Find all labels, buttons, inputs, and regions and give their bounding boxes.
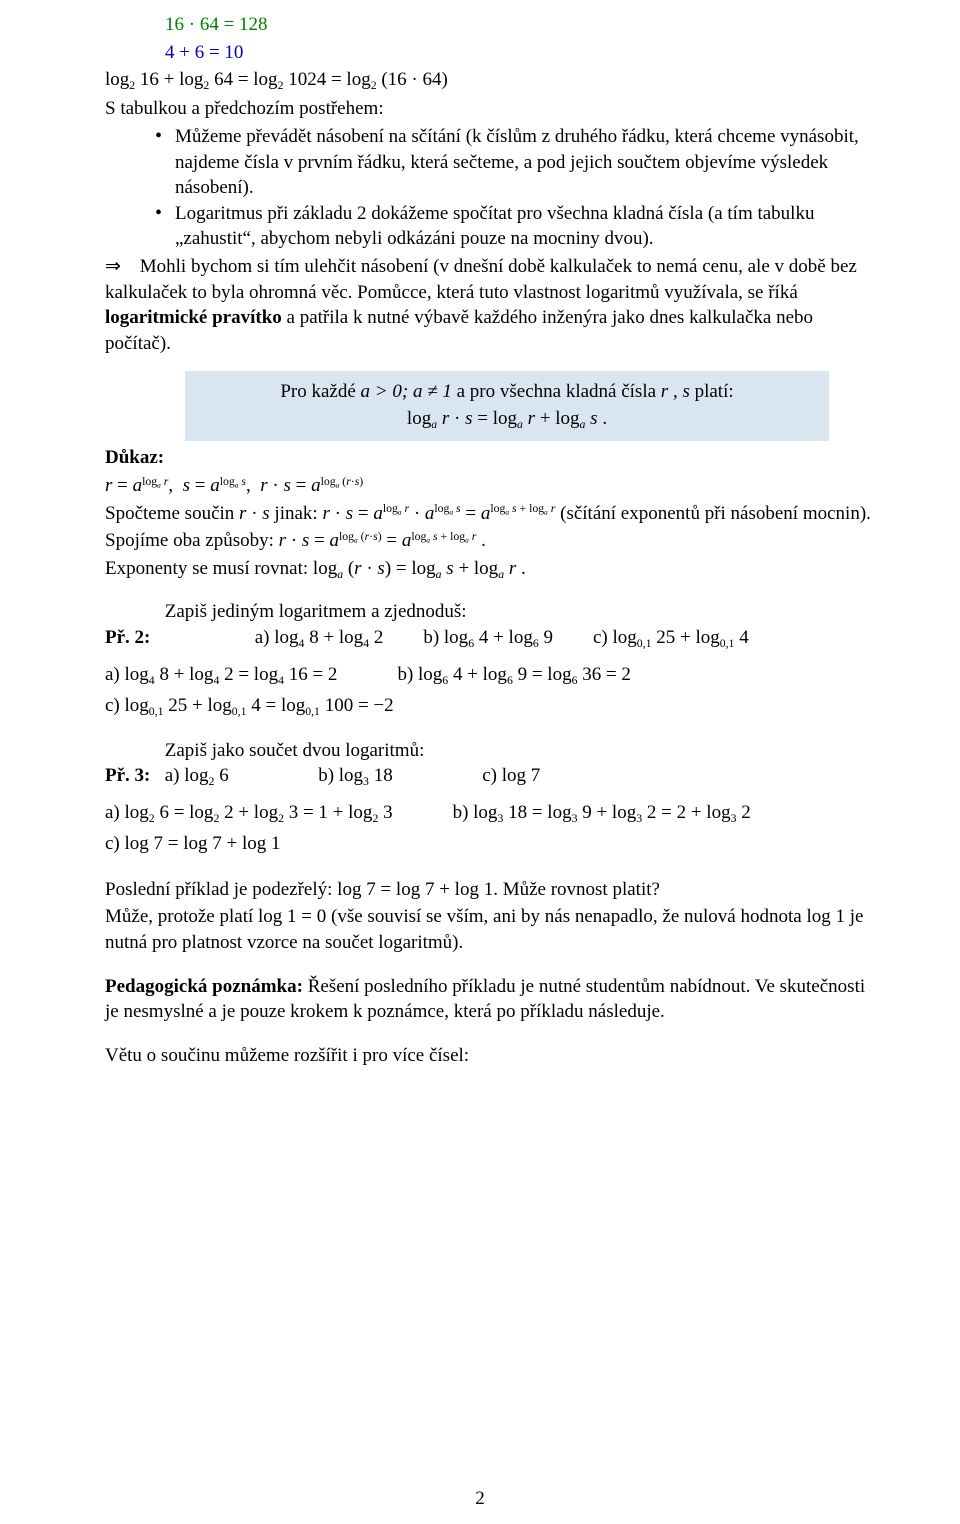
proof-line-2: Spočteme součin r · s jinak: r · s = alo… xyxy=(105,501,875,527)
arrow-icon: ⇒ xyxy=(105,254,135,280)
ex2-b: b) log6 4 + log6 9 xyxy=(423,625,553,652)
note-label: Pedagogická poznámka: xyxy=(105,976,303,997)
disc-p1a: Poslední příklad je podezřelý: xyxy=(105,879,337,900)
ex3-label: Př. 3: xyxy=(105,763,160,789)
ex2-solutions-row1: a) log4 8 + log4 2 = log4 16 = 2 b) log6… xyxy=(105,662,875,689)
exercise-3: Př. 3: Zapiš jako součet dvou logaritmů:… xyxy=(105,738,875,791)
bullet-icon: • xyxy=(155,124,175,148)
proof-line-1: r = aloga r, s = aloga s, r · s = aloga … xyxy=(105,473,875,499)
ex3-c: c) log 7 xyxy=(482,765,540,786)
disc-p1c: . Může rovnost platit? xyxy=(493,879,660,900)
arrow-paragraph: ⇒ Mohli bychom si tím ulehčit násobení (… xyxy=(105,254,875,357)
ex2-sol-b: b) log6 4 + log6 9 = log6 36 = 2 xyxy=(397,662,631,689)
proof-l2e: (sčítání exponentů při násobení mocnin). xyxy=(560,503,871,524)
ex3-prompt: Zapiš jako součet dvou logaritmů: xyxy=(165,740,425,761)
theorem-line-2: loga r · s = loga r + loga s . xyxy=(197,406,817,433)
ex3-a: a) log2 6 xyxy=(165,765,229,786)
exercise-2: Př. 2: Zapiš jediným logaritmem a zjedno… xyxy=(105,599,875,652)
ex3-sol-c: c) log 7 = log 7 + log 1 xyxy=(105,831,875,857)
calc-line-2: 4 + 6 = 10 xyxy=(165,40,875,66)
proof-l3c: . xyxy=(481,530,486,551)
bullet-2-text: Logaritmus při základu 2 dokážeme spočít… xyxy=(175,201,875,252)
theorem-line-1: Pro každé a > 0; a ≠ 1 a pro všechna kla… xyxy=(197,379,817,405)
ex2-prompt: Zapiš jediným logaritmem a zjednoduš: xyxy=(165,601,467,622)
ex3-solutions-row1: a) log2 6 = log2 2 + log2 3 = 1 + log2 3… xyxy=(105,800,875,827)
ex3-b: b) log3 18 xyxy=(318,765,393,786)
theorem-l1e: platí: xyxy=(690,381,734,402)
disc-p2c: (vše souvisí se vším, ani by nás nenapad… xyxy=(326,906,806,927)
proof-line-3: Spojíme oba způsoby: r · s = aloga (r·s)… xyxy=(105,528,875,554)
theorem-box: Pro každé a > 0; a ≠ 1 a pro všechna kla… xyxy=(185,371,829,442)
theorem-l1c: a pro všechna kladná čísla xyxy=(452,381,661,402)
proof-l4c: . xyxy=(521,558,526,579)
ex2-label: Př. 2: xyxy=(105,625,160,651)
bullet-icon: • xyxy=(155,201,175,225)
discussion-p1: Poslední příklad je podezřelý: log 7 = l… xyxy=(105,877,875,903)
proof-l4a: Exponenty se musí rovnat: xyxy=(105,558,313,579)
calc-line-1: 16 · 64 = 128 xyxy=(165,12,875,38)
bullet-2: • Logaritmus při základu 2 dokážeme spoč… xyxy=(155,201,875,252)
bullet-1-text: Můžeme převádět násobení na sčítání (k č… xyxy=(175,124,875,201)
log-identity: log2 16 + log2 64 = log2 1024 = log2 (16… xyxy=(105,67,875,94)
ex3-sol-a: a) log2 6 = log2 2 + log2 3 = 1 + log2 3 xyxy=(105,800,393,827)
closing-line: Větu o součinu můžeme rozšířit i pro víc… xyxy=(105,1043,875,1069)
ex2-sol-a: a) log4 8 + log4 2 = log4 16 = 2 xyxy=(105,662,337,689)
arrow-para-bold: logaritmické pravítko xyxy=(105,307,282,328)
ex2-sol-c: c) log0,1 25 + log0,1 4 = log0,1 100 = −… xyxy=(105,693,875,720)
proof-heading: Důkaz: xyxy=(105,445,875,471)
theorem-l1b: a > 0; a ≠ 1 xyxy=(361,381,452,402)
bullet-1: • Můžeme převádět násobení na sčítání (k… xyxy=(155,124,875,201)
proof-l2c: jinak: xyxy=(270,503,323,524)
arrow-para-a: Mohli bychom si tím ulehčit násobení (v … xyxy=(105,256,857,303)
disc-p2a: Může, protože platí xyxy=(105,906,258,927)
proof-l2a: Spočteme součin xyxy=(105,503,239,524)
page-number: 2 xyxy=(0,1486,960,1512)
proof-line-4: Exponenty se musí rovnat: loga (r · s) =… xyxy=(105,556,875,583)
ex2-c: c) log0,1 25 + log0,1 4 xyxy=(593,625,749,652)
intro-heading: S tabulkou a předchozím postřehem: xyxy=(105,96,875,122)
discussion-p2: Může, protože platí log 1 = 0 (vše souvi… xyxy=(105,904,875,955)
ex2-a: a) log4 8 + log4 2 xyxy=(255,625,384,652)
theorem-l1d: r , s xyxy=(661,381,690,402)
ex3-sol-b: b) log3 18 = log3 9 + log3 2 = 2 + log3 … xyxy=(453,800,751,827)
proof-l3a: Spojíme oba způsoby: xyxy=(105,530,279,551)
theorem-l1a: Pro každé xyxy=(280,381,360,402)
pedagogical-note: Pedagogická poznámka: Řešení posledního … xyxy=(105,974,875,1025)
